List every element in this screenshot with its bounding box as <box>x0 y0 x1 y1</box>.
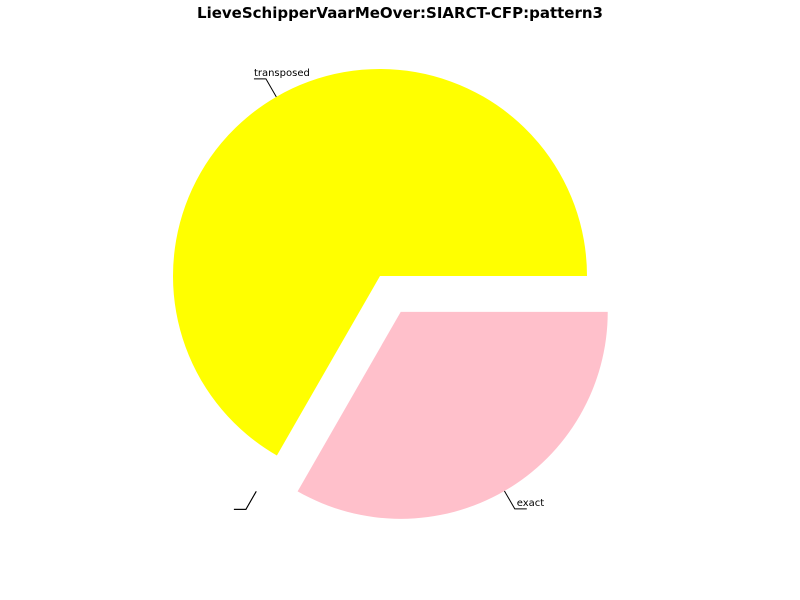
label-leader-line-1 <box>233 491 257 510</box>
slice-label-exact: exact <box>517 498 545 509</box>
label-leader-line-2 <box>233 491 257 510</box>
pie-slice-exact-3 <box>297 311 608 519</box>
pie-labels: transposed exact <box>233 68 545 510</box>
pie-slice-transposed-0 <box>172 68 587 456</box>
label-leader-line-0 <box>253 78 277 98</box>
pie-slices <box>172 68 608 519</box>
chart-title: LieveSchipperVaarMeOver:SIARCT-CFP:patte… <box>197 4 603 22</box>
label-leader-line-3 <box>503 490 527 510</box>
slice-label-transposed: transposed <box>254 68 310 79</box>
